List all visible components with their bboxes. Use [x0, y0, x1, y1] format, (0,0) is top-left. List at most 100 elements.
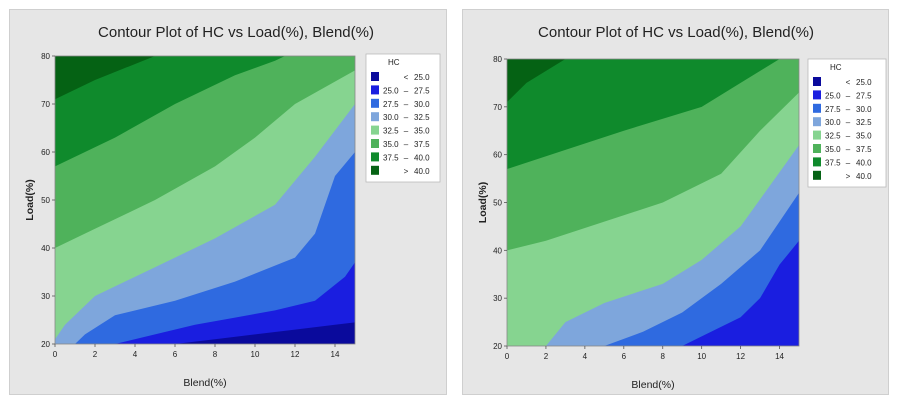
x-tick-label: 10 [697, 352, 706, 361]
legend-swatch [813, 77, 821, 86]
legend-swatch [813, 170, 821, 180]
contour-regions [55, 56, 355, 344]
y-tick-label: 50 [493, 199, 502, 208]
x-tick-label: 2 [544, 352, 549, 361]
legend-range-high: 30.0 [856, 105, 872, 114]
legend-range-dash: > [404, 167, 409, 176]
x-tick-label: 14 [331, 350, 340, 359]
legend-swatch [813, 157, 821, 167]
legend-range-dash: – [846, 91, 851, 100]
x-axis-title: Blend(%) [183, 377, 226, 389]
contour-plot-right: Contour Plot of HC vs Load(%), Blend(%) 0… [477, 24, 887, 391]
legend-swatch [371, 72, 379, 81]
x-tick-label: 14 [775, 352, 784, 361]
chart-title: Contour Plot of HC vs Load(%), Blend(%) [98, 24, 374, 41]
legend-swatch [813, 144, 821, 153]
y-tick-label: 70 [493, 103, 502, 112]
legend-range-high: 40.0 [856, 172, 872, 181]
legend-range-low: 30.0 [383, 113, 399, 122]
x-tick-label: 4 [133, 350, 138, 359]
legend-range-dash: – [846, 145, 851, 154]
x-tick-label: 6 [622, 352, 627, 361]
legend-range-dash: – [846, 118, 851, 127]
y-tick-label: 40 [41, 244, 50, 253]
contour-regions [507, 59, 799, 346]
chart-title: Contour Plot of HC vs Load(%), Blend(%) [538, 24, 814, 41]
y-tick-label: 60 [493, 151, 502, 160]
contour-plot-left: Contour Plot of HC vs Load(%), Blend(%) 0… [24, 24, 441, 389]
legend-range-dash: < [404, 73, 409, 82]
legend-range-dash: > [846, 172, 851, 181]
y-tick-label: 30 [493, 294, 502, 303]
legend-range-high: 32.5 [856, 118, 872, 127]
contour-chart-left: Contour Plot of HC vs Load(%), Blend(%) 0… [9, 9, 447, 395]
legend-range-high: 40.0 [414, 153, 430, 162]
x-tick-label: 8 [213, 350, 218, 359]
x-tick-label: 6 [173, 350, 178, 359]
legend-range-low: 32.5 [825, 132, 841, 141]
legend-swatch [813, 117, 821, 127]
legend: HC< 25.025.0–27.527.5–30.030.0–32.532.5–3… [365, 53, 441, 183]
legend-swatch [371, 165, 379, 175]
legend-swatch [813, 130, 821, 140]
legend-swatch [371, 98, 379, 108]
x-tick-label: 12 [291, 350, 300, 359]
legend-swatch [371, 139, 379, 148]
legend-swatch [813, 90, 821, 100]
x-tick-label: 4 [583, 352, 588, 361]
legend-range-high: 25.0 [414, 73, 430, 82]
contour-region-above-37-5 [507, 59, 780, 170]
legend-swatch [813, 103, 821, 113]
x-tick-label: 12 [736, 352, 745, 361]
legend: HC< 25.025.0–27.527.5–30.030.0–32.532.5–3… [807, 58, 887, 188]
legend-range-low: 30.0 [825, 118, 841, 127]
y-tick-label: 70 [41, 100, 50, 109]
legend-range-dash: – [846, 158, 851, 167]
contour-region-above-40 [507, 59, 566, 103]
legend-range-high: 40.0 [414, 167, 430, 176]
legend-range-dash: – [404, 127, 409, 136]
legend-range-dash: – [404, 113, 409, 122]
legend-range-high: 27.5 [856, 91, 872, 100]
x-axis-title: Blend(%) [631, 379, 674, 391]
legend-range-low: 37.5 [825, 158, 841, 167]
legend-title: HC [830, 63, 842, 72]
contour-region-above-40 [55, 56, 155, 100]
legend-range-dash: – [846, 132, 851, 141]
legend-range-high: 35.0 [856, 132, 872, 141]
legend-range-high: 27.5 [414, 86, 430, 95]
legend-range-high: 25.0 [856, 78, 872, 87]
y-tick-label: 50 [41, 196, 50, 205]
legend-range-dash: – [404, 153, 409, 162]
contour-region-above-37-5 [55, 56, 285, 167]
legend-range-high: 37.5 [414, 140, 430, 149]
legend-swatch [371, 85, 379, 95]
y-axis-title: Load(%) [24, 179, 36, 220]
y-tick-label: 40 [493, 246, 502, 255]
x-tick-label: 2 [93, 350, 98, 359]
legend-range-high: 37.5 [856, 145, 872, 154]
legend-swatch [371, 125, 379, 135]
legend-swatch [371, 152, 379, 162]
y-tick-label: 60 [41, 148, 50, 157]
x-tick-label: 0 [53, 350, 58, 359]
legend-range-low: 25.0 [383, 86, 399, 95]
legend-range-low: 25.0 [825, 91, 841, 100]
legend-range-high: 30.0 [414, 100, 430, 109]
legend-range-dash: – [846, 105, 851, 114]
x-tick-label: 10 [251, 350, 260, 359]
legend-range-low: 27.5 [825, 105, 841, 114]
y-tick-label: 80 [493, 55, 502, 64]
legend-title: HC [388, 58, 400, 67]
legend-range-dash: – [404, 140, 409, 149]
y-axis-title: Load(%) [477, 182, 489, 223]
legend-range-low: 27.5 [383, 100, 399, 109]
legend-range-dash: – [404, 86, 409, 95]
legend-range-low: 35.0 [825, 145, 841, 154]
legend-range-low: 37.5 [383, 153, 399, 162]
legend-range-dash: < [846, 78, 851, 87]
legend-range-high: 32.5 [414, 113, 430, 122]
x-tick-label: 8 [661, 352, 666, 361]
legend-range-low: 35.0 [383, 140, 399, 149]
y-tick-label: 80 [41, 52, 50, 61]
